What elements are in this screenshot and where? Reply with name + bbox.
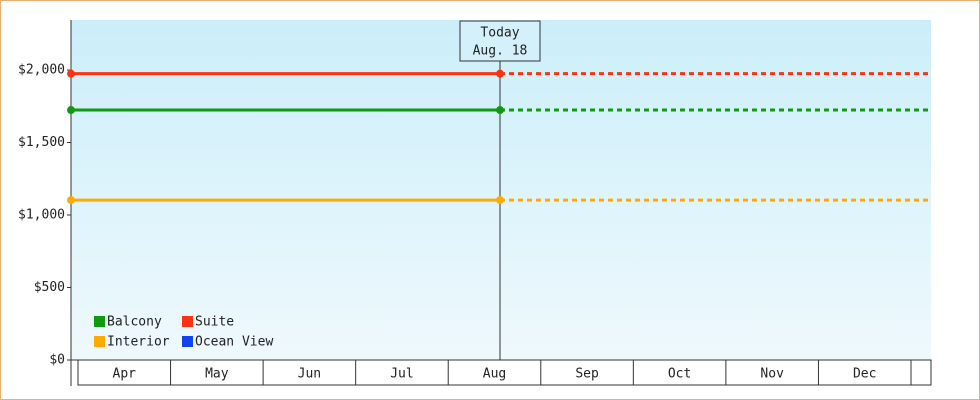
price-point bbox=[496, 69, 504, 78]
y-tick-label: $0 bbox=[49, 353, 65, 368]
price-point bbox=[67, 106, 75, 115]
legend-label: Suite bbox=[195, 315, 234, 330]
price-point bbox=[496, 196, 504, 205]
legend-swatch bbox=[94, 316, 105, 327]
price-point bbox=[67, 69, 75, 78]
y-tick-label: $1,000 bbox=[18, 208, 65, 223]
price-point bbox=[67, 196, 75, 205]
x-tick-label: Nov bbox=[760, 367, 784, 382]
legend-swatch bbox=[182, 336, 193, 347]
legend-swatch bbox=[94, 336, 105, 347]
legend-label: Ocean View bbox=[195, 335, 273, 350]
y-tick-label: $2,000 bbox=[18, 63, 65, 78]
x-tick-label: Dec bbox=[853, 367, 876, 382]
today-box bbox=[459, 20, 541, 62]
x-tick-label: Apr bbox=[113, 367, 137, 382]
legend-swatch bbox=[182, 316, 193, 327]
y-tick-label: $500 bbox=[34, 280, 65, 295]
x-tick-label: Jun bbox=[298, 367, 321, 382]
x-tick-label: May bbox=[205, 367, 229, 382]
today-label: Aug. 18 bbox=[473, 44, 528, 59]
legend-label: Balcony bbox=[107, 315, 162, 330]
x-tick-label: Aug bbox=[483, 367, 506, 382]
x-tick-label: Jul bbox=[390, 367, 413, 382]
x-tick-label: Oct bbox=[668, 367, 691, 382]
y-tick-label: $1,500 bbox=[18, 135, 65, 150]
month-strip bbox=[77, 359, 932, 386]
legend-label: Interior bbox=[107, 335, 170, 350]
today-label: Today bbox=[480, 26, 519, 41]
price-point bbox=[496, 106, 504, 115]
x-tick-label: Sep bbox=[575, 367, 599, 382]
